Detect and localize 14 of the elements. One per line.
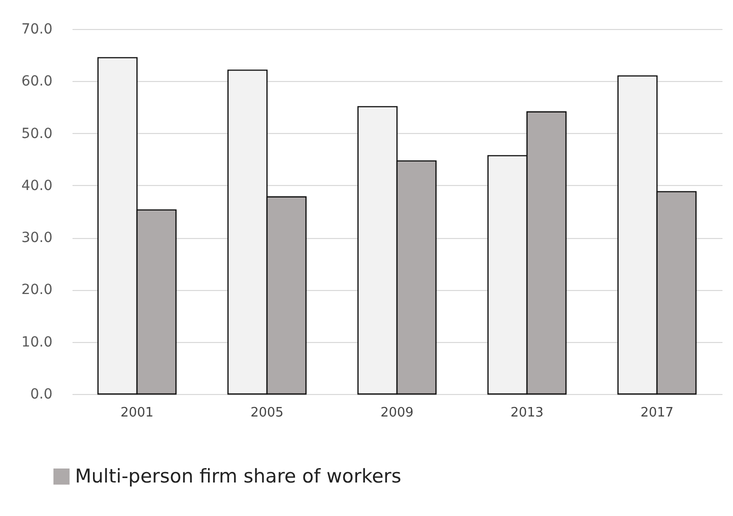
x-tick-label: 2001 <box>120 406 154 420</box>
y-tick-label: 50.0 <box>21 126 52 142</box>
y-tick-label: 60.0 <box>21 74 52 90</box>
x-tick-label: 2009 <box>380 406 414 420</box>
y-tick-label: 10.0 <box>21 334 52 350</box>
y-tick-label: 30.0 <box>21 230 52 246</box>
y-tick-label: 70.0 <box>21 22 52 38</box>
y-tick-label: 20.0 <box>21 282 52 298</box>
x-tick-label: 2005 <box>250 406 284 420</box>
x-tick-label: 2013 <box>510 406 544 420</box>
legend-label: Multi-person firm share of workers <box>75 466 402 488</box>
x-tick-label: 2017 <box>640 406 674 420</box>
y-tick-label: 40.0 <box>21 178 52 194</box>
y-tick-label: 0.0 <box>30 386 52 402</box>
